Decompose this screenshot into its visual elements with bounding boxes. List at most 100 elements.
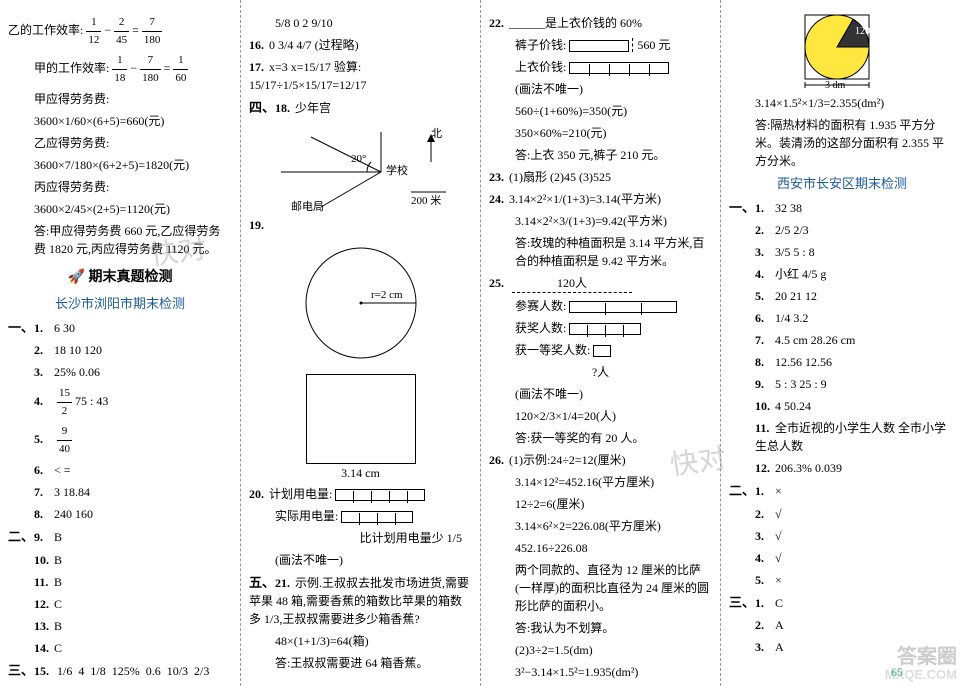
subtitle: 长沙市浏阳市期末检测	[8, 294, 232, 314]
list-item: 6.1/4 3.2	[755, 309, 955, 327]
list-item: 二、9.B	[8, 527, 232, 547]
list-item: 2.A	[755, 616, 955, 634]
text-line: 3.14×2²×3/(1+3)=9.42(平方米)	[515, 212, 712, 230]
text-line: 乙的工作效率: 112 − 245 = 7180	[8, 14, 232, 48]
column-2: 5/8 0 2 9/10 16.0 3/4 4/7 (过程略) 17.x=3 x…	[240, 0, 480, 686]
list-item: 26.(1)示例:24÷2=12(厘米)	[489, 451, 712, 469]
column-4: 120° 3 dm 3.14×1.5²×1/3=2.355(dm²) 答:隔热材…	[720, 0, 963, 686]
list-item: 2.18 10 120	[34, 341, 232, 359]
page-number: 65	[891, 665, 903, 680]
column-1: 乙的工作效率: 112 − 245 = 7180 甲的工作效率: 118 − 7…	[0, 0, 240, 686]
list-item: 23.(1)扇形 (2)45 (3)525	[489, 168, 712, 186]
text-line: 上衣价钱:	[515, 58, 712, 76]
answer-line: 答:上衣 350 元,裤子 210 元。	[515, 146, 712, 164]
text-line: 3.14×12²=452.16(平方厘米)	[515, 473, 712, 491]
list-item: 14.C	[34, 639, 232, 657]
square-width-label: 3.14 cm	[249, 466, 472, 481]
label: 甲的工作效率:	[34, 61, 109, 75]
text-line: 452.16÷226.08	[515, 539, 712, 557]
list-item: 10.B	[34, 551, 232, 569]
text-line: (画法不唯一)	[515, 385, 712, 403]
scale-label: 200 米	[411, 194, 441, 207]
list-item: 7.3 18.84	[34, 483, 232, 501]
list-item: 3.3/5 5 : 8	[755, 243, 955, 261]
pie-angle-label: 120°	[855, 26, 874, 37]
list-item: 五、21.示例.王叔叔去批发市场进货,需要苹果 48 箱,需要香蕉的箱数比苹果的…	[249, 573, 472, 629]
list-item: 9.5 : 3 25 : 9	[755, 375, 955, 393]
text-line: 甲应得劳务费:	[34, 90, 232, 108]
list-item: 22.______是上衣价钱的 60%	[489, 14, 712, 32]
subtitle: 西安市长安区期末检测	[729, 174, 955, 194]
pie-dim-label: 3 dm	[825, 80, 846, 90]
list-item: 12.206.3% 0.039	[755, 459, 955, 477]
list-item: 4.√	[755, 549, 955, 567]
list-item: 一、1.6 30	[8, 318, 232, 338]
post-label: 邮电局	[291, 200, 324, 212]
text-line: 48×(1+1/3)=64(箱)	[275, 632, 472, 650]
answer-line: 答:获一等奖的有 20 人。	[515, 429, 712, 447]
list-item: 一、1.32 38	[729, 198, 955, 218]
list-item: 三、1.C	[729, 593, 955, 613]
circle-diagram: r=2 cm	[296, 238, 426, 368]
text-line: 获一等奖人数:	[515, 341, 712, 359]
text-line: 350×60%=210(元)	[515, 124, 712, 142]
text-line: ?人	[489, 363, 712, 381]
text-line: 比计划用电量少 1/5	[249, 529, 472, 547]
text-line: 乙应得劳务费:	[34, 134, 232, 152]
list-item: 5.×	[755, 571, 955, 589]
list-item: 19.	[249, 216, 472, 234]
list-item: 11.全市近视的小学生人数 全市小学生总人数	[755, 419, 955, 455]
text-line: 参赛人数:	[515, 297, 712, 315]
title-text: 期末真题检测	[88, 270, 172, 285]
text-line: 获奖人数:	[515, 319, 712, 337]
answer-line: 答:甲应得劳务费 660 元,乙应得劳务费 1820 元,丙应得劳务费 1120…	[34, 222, 232, 258]
text-line: (2)3÷2=1.5(dm)	[515, 641, 712, 659]
list-item: 16.0 3/4 4/7 (过程略)	[249, 36, 472, 54]
text-line: 5/8 0 2 9/10	[275, 14, 472, 32]
label: 乙的工作效率:	[8, 23, 83, 37]
list-item: 5.20 21 12	[755, 287, 955, 305]
list-item: 3.25% 0.06	[34, 363, 232, 381]
list-item: 12.C	[34, 595, 232, 613]
list-item: 10.4 50.24	[755, 397, 955, 415]
answer-line: 答:玫瑰的种植面积是 3.14 平方米,百合的种植面积是 9.42 平方米。	[515, 234, 712, 270]
text-line: 3²−3.14×1.5²=1.935(dm²)	[515, 663, 712, 681]
list-item: 二、1.×	[729, 481, 955, 501]
list-item: 17.x=3 x=15/17 验算: 15/17÷1/5×15/17=12/17	[249, 58, 472, 94]
radius-label: r=2 cm	[371, 289, 403, 301]
rocket-icon: 🚀	[68, 270, 85, 285]
list-item: 四、18.少年宫	[249, 98, 472, 118]
list-item: 8.12.56 12.56	[755, 353, 955, 371]
compass-diagram: 20° 学校 北 邮电局 200 米	[271, 122, 451, 212]
section-title: 🚀 期末真题检测	[8, 266, 232, 286]
list-item: 24.3.14×2²×1/(1+3)=3.14(平方米)	[489, 190, 712, 208]
list-item: 三、15. 1/6 4 1/8 125% 0.6 10/3 2/3	[8, 661, 232, 681]
list-item: 13.B	[34, 617, 232, 635]
list-item: 5. 940	[34, 423, 232, 457]
school-label: 学校	[386, 163, 408, 177]
list-item: 8.240 160	[34, 505, 232, 523]
text-line: 3.14×6²×2=226.08(平方厘米)	[515, 517, 712, 535]
pie-diagram: 120° 3 dm	[797, 10, 887, 90]
list-item: 7.4.5 cm 28.26 cm	[755, 331, 955, 349]
text-line: 3600×7/180×(6+2+5)=1820(元)	[34, 156, 232, 174]
text-line: 3.14×1.5²×1/3=2.355(dm²)	[755, 94, 955, 112]
answer-line: 答:王叔叔需要进 64 箱香蕉。	[275, 654, 472, 672]
list-item: 3.√	[755, 527, 955, 545]
list-item: 2.2/5 2/3	[755, 221, 955, 239]
text-line: 丙应得劳务费:	[34, 178, 232, 196]
angle-label: 20°	[351, 153, 366, 165]
list-item: 4. 152 75 : 43	[34, 385, 232, 419]
answer-line: 答:隔热材料的面积有 1.935 平方分米。装清汤的这部分面积有 2.355 平…	[755, 116, 955, 170]
text-line: 3600×1/60×(6+5)=660(元)	[34, 112, 232, 130]
list-item: 25. 120人	[489, 274, 712, 293]
square-diagram	[306, 374, 416, 464]
text-line: 12÷2=6(厘米)	[515, 495, 712, 513]
text-line: 3600×2/45×(2+5)=1120(元)	[34, 200, 232, 218]
text-line: 120×2/3×1/4=20(人)	[515, 407, 712, 425]
text-line: 甲的工作效率: 118 − 7180 = 160	[34, 52, 232, 86]
text-line: 实际用电量:	[275, 507, 472, 525]
text-line: (画法不唯一)	[275, 551, 472, 569]
text-line: 560÷(1+60%)=350(元)	[515, 102, 712, 120]
answer-line: 答:我认为不划算。	[515, 619, 712, 637]
